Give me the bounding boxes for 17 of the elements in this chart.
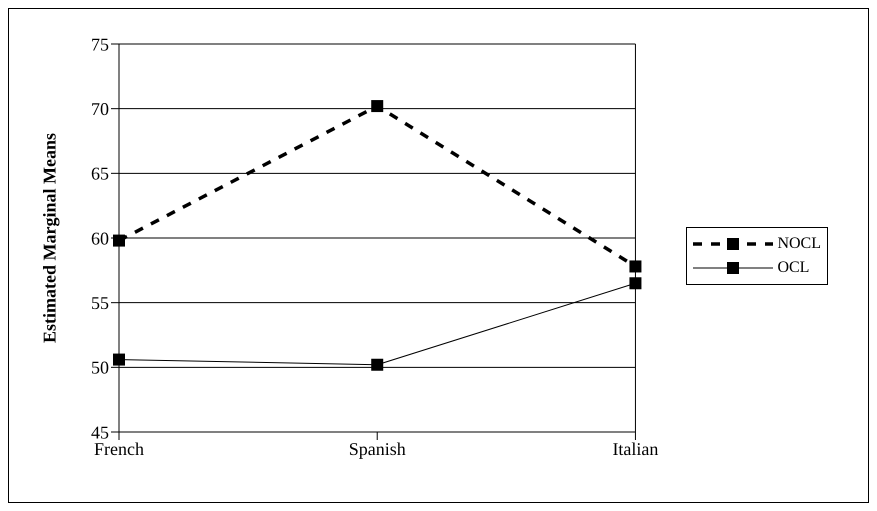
y-tick-label: 70 [91,99,109,120]
point [113,354,125,366]
y-tick-label: 55 [91,293,109,314]
point [629,277,642,290]
point [371,100,384,112]
y-tick-label: 75 [91,34,109,54]
y-axis-title: Estimated Marginal Means [39,133,60,343]
x-tick-label: Italian [612,438,658,459]
legend-label: NOCL [777,234,821,252]
legend-label: OCL [777,258,810,276]
x-tick-label: Spanish [348,438,406,459]
point [371,358,384,371]
point [113,234,125,247]
y-tick-label: 65 [91,164,109,184]
y-tick-label: 50 [91,358,109,378]
y-tick-label: 60 [91,228,109,248]
point [629,260,642,272]
